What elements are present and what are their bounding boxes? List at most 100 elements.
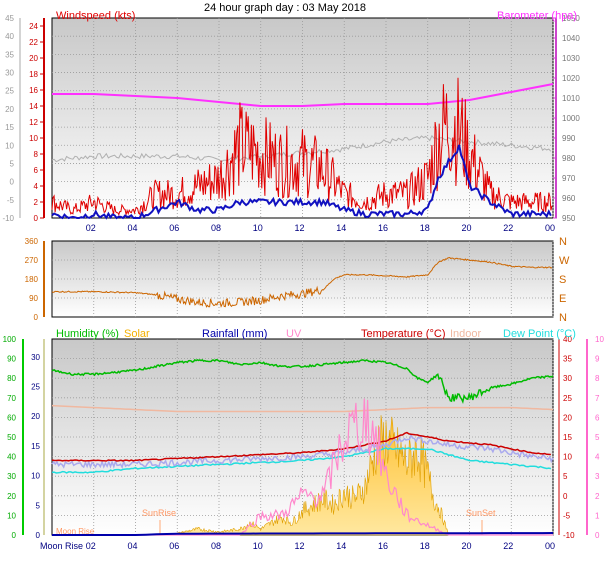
- y-left-red-tick: 0: [34, 214, 39, 223]
- compass-label: S: [559, 274, 566, 286]
- temp-tick: 10: [563, 453, 572, 462]
- x-tick-label: 20: [461, 541, 471, 551]
- compass-label: W: [559, 255, 570, 267]
- uv-tick: 7: [595, 394, 600, 403]
- humidity-tick: 30: [7, 472, 16, 481]
- apparent-temp-series: [51, 433, 554, 470]
- humidity-tick: 100: [3, 335, 17, 344]
- x-tick-label: 14: [336, 541, 346, 551]
- compass-label: N: [559, 312, 567, 324]
- uv-tick: 0: [595, 531, 600, 540]
- y-left-grey-tick: 25: [5, 87, 14, 96]
- x-tick-label: 12: [294, 223, 304, 233]
- y-left-red-tick: 18: [29, 70, 38, 79]
- sunset-label: SunSet: [466, 508, 496, 518]
- y-left-grey-tick: 20: [5, 105, 14, 114]
- y-left-red-tick: 24: [29, 22, 38, 31]
- x-tick-label: 00: [545, 223, 555, 233]
- legend-item: Solar: [124, 328, 150, 340]
- y-right-tick: 1050: [562, 14, 580, 23]
- rain-tick: 0: [36, 531, 41, 540]
- temp-tick: 20: [563, 413, 572, 422]
- windspeed-series: [51, 77, 553, 217]
- legend-item: Indoor: [450, 328, 482, 340]
- x-tick-label: 22: [503, 541, 513, 551]
- wind-direction-series: [51, 256, 553, 308]
- rain-tick: 15: [31, 442, 40, 451]
- y-left-grey-tick: 35: [5, 50, 14, 59]
- y-left-red-tick: 14: [29, 102, 38, 111]
- y-right-tick: 950: [562, 214, 576, 223]
- moonrise-plot-label: Moon Rise: [56, 527, 95, 536]
- y-left-grey-tick: -10: [2, 214, 14, 223]
- humidity-tick: 50: [7, 433, 16, 442]
- wind-average-series: [51, 144, 552, 220]
- wind-dir-tick: 360: [25, 237, 39, 246]
- y-left-red-tick: 12: [29, 118, 38, 127]
- rain-tick: 10: [31, 472, 40, 481]
- temp-tick: -5: [563, 511, 571, 520]
- x-tick-label: 00: [545, 541, 555, 551]
- uv-tick: 8: [595, 374, 600, 383]
- dewpoint-series: [51, 447, 552, 474]
- x-tick-label: 10: [253, 541, 263, 551]
- rainfall-series: [52, 532, 554, 536]
- chart-title: 24 hour graph day : 03 May 2018: [204, 2, 366, 14]
- y-left-red-tick: 6: [34, 166, 39, 175]
- y-left-red-tick: 20: [29, 54, 38, 63]
- y-right-tick: 960: [562, 194, 576, 203]
- humidity-tick: 80: [7, 374, 16, 383]
- x-tick-label: 04: [127, 541, 137, 551]
- y-left-grey-tick: 30: [5, 69, 14, 78]
- temp-tick: 15: [563, 433, 572, 442]
- y-left-grey-tick: 5: [10, 159, 15, 168]
- uv-tick: 1: [595, 511, 600, 520]
- uv-tick: 4: [595, 453, 600, 462]
- legend-item: Rainfall (mm): [202, 328, 267, 340]
- y-left-red-tick: 8: [34, 150, 39, 159]
- temp-tick: 25: [563, 394, 572, 403]
- legend-item: Temperature (°C): [361, 328, 445, 340]
- x-tick-label: 06: [169, 541, 179, 551]
- indoor-series: [51, 404, 554, 413]
- uv-tick: 2: [595, 492, 600, 501]
- y-left-grey-tick: 45: [5, 14, 14, 23]
- y-right-tick: 970: [562, 174, 576, 183]
- moonrise-label: Moon Rise: [40, 541, 83, 551]
- y-left-red-tick: 10: [29, 134, 38, 143]
- y-left-grey-tick: 40: [5, 32, 14, 41]
- y-right-tick: 1030: [562, 54, 580, 63]
- wind-dir-tick: 270: [25, 256, 39, 265]
- temp-tick: 5: [563, 472, 568, 481]
- y-right-tick: 980: [562, 154, 576, 163]
- x-tick-label: 04: [127, 223, 137, 233]
- x-tick-label: 12: [294, 541, 304, 551]
- barometer-series: [52, 83, 554, 107]
- humidity-tick: 70: [7, 394, 16, 403]
- humidity-tick: 90: [7, 355, 16, 364]
- x-tick-label: 08: [211, 541, 221, 551]
- compass-label: E: [559, 293, 566, 305]
- temp-tick: 40: [563, 335, 572, 344]
- temp-tick: -10: [563, 531, 575, 540]
- x-tick-label: 06: [169, 223, 179, 233]
- humidity-tick: 0: [12, 531, 17, 540]
- y-left-grey-tick: 0: [10, 178, 15, 187]
- wind-dir-tick: 0: [34, 313, 39, 322]
- sunrise-label: SunRise: [142, 508, 176, 518]
- humidity-tick: 40: [7, 453, 16, 462]
- x-tick-label: 16: [378, 223, 388, 233]
- wind-dir-tick: 180: [25, 275, 39, 284]
- humidity-tick: 20: [7, 492, 16, 501]
- y-left-grey-tick: 10: [5, 141, 14, 150]
- y-right-tick: 990: [562, 134, 576, 143]
- y-left-red-tick: 2: [34, 198, 39, 207]
- temp-tick: 35: [563, 355, 572, 364]
- x-tick-label: 18: [420, 223, 430, 233]
- humidity-tick: 10: [7, 511, 16, 520]
- legend-item: Dew Point (°C): [503, 328, 576, 340]
- x-tick-label: 02: [86, 541, 96, 551]
- y-left-red-tick: 16: [29, 86, 38, 95]
- windspeed-label: Windspeed (kts): [56, 10, 135, 22]
